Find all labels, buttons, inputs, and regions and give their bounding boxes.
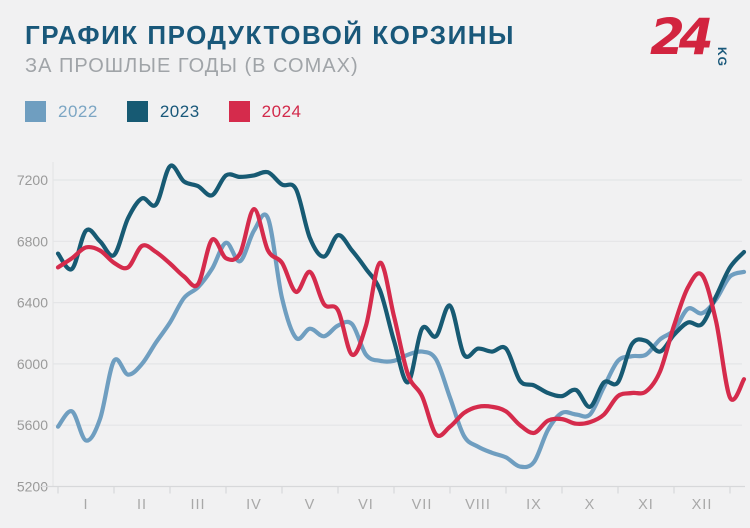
series-line-2023 (55, 163, 747, 409)
y-axis-label: 5600 (17, 417, 48, 433)
x-axis-label: I (83, 497, 88, 513)
x-axis-label: XI (638, 497, 654, 513)
page-subtitle: ЗА ПРОШЛЫЕ ГОДЫ (В СОМАХ) (25, 55, 359, 77)
legend: 2022 2023 2024 (25, 101, 330, 122)
series-line-2024 (55, 206, 747, 438)
x-axis-label: VIII (465, 497, 491, 513)
logo-24kg: 24 KG (650, 8, 734, 72)
x-axis-label: VII (412, 497, 433, 513)
legend-item-2024: 2024 (228, 101, 302, 122)
legend-item-2023: 2023 (126, 101, 200, 122)
x-axis-label: XII (692, 497, 713, 513)
logo-number: 24 (650, 8, 714, 66)
y-axis-label: 6000 (17, 356, 48, 372)
legend-swatch-2024 (228, 101, 250, 122)
legend-item-2022: 2022 (25, 101, 98, 122)
x-axis-label: VI (358, 497, 374, 513)
x-axis-label: X (585, 497, 596, 513)
legend-swatch-2023 (126, 101, 148, 122)
legend-label-2024: 2024 (261, 101, 302, 121)
legend-label-2023: 2023 (159, 101, 200, 121)
y-axis-label: 5200 (17, 479, 48, 495)
page-title: ГРАФИК ПРОДУКТОВОЙ КОРЗИНЫ (25, 20, 516, 50)
x-axis-label: V (305, 497, 316, 513)
y-axis-label: 7200 (17, 172, 48, 188)
x-axis-label: II (137, 497, 147, 513)
x-axis-label: III (190, 497, 205, 513)
y-axis-label: 6400 (17, 295, 48, 311)
legend-label-2022: 2022 (58, 101, 98, 121)
x-axis-label: IX (526, 497, 542, 513)
x-axis-label: IV (246, 497, 262, 513)
y-axis-label: 6800 (17, 233, 48, 249)
legend-swatch-2022 (25, 101, 46, 122)
